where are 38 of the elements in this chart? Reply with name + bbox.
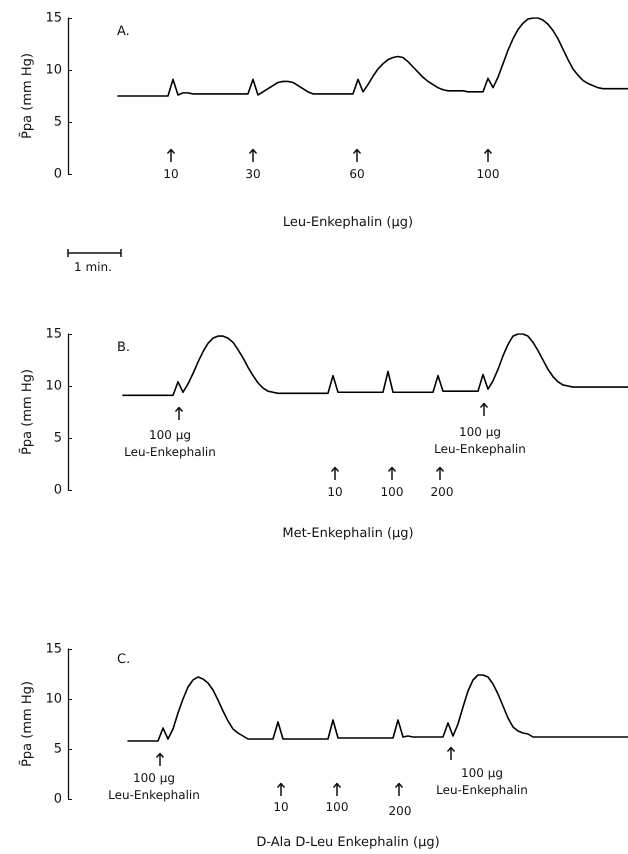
y-tick-label: 10 (45, 62, 62, 78)
x-axis-title: D-Ala D-Leu Enkephalin (µg) (256, 835, 440, 850)
y-tick-label: 5 (54, 742, 62, 756)
annotation: 100 (380, 484, 404, 501)
annotation: 100 µg Leu-Enkephalin (108, 770, 200, 804)
chart-title: C. (117, 652, 130, 667)
annotation: 100 µg Leu-Enkephalin (436, 765, 528, 799)
y-tick-label: 0 (54, 166, 62, 182)
y-axis-title: P̄pa (mm Hg) (18, 53, 35, 139)
annotation: 100 µg Leu-Enkephalin (124, 427, 216, 461)
annotation: 10 (327, 484, 343, 501)
text: 1 min. (74, 259, 112, 276)
x-axis-title: Met-Enkephalin (µg) (282, 526, 414, 541)
line-series (117, 17, 628, 97)
y-tick-label: 10 (45, 692, 62, 706)
chart-title: A. (117, 24, 130, 39)
y-tick-label: 15 (45, 642, 62, 656)
annotation: 100 µg Leu-Enkephalin (434, 424, 526, 458)
y-tick-label: 5 (54, 114, 62, 130)
y-tick-label: 15 (45, 10, 62, 26)
text: 200 (388, 803, 412, 820)
annotation: 30 (245, 166, 261, 183)
annotation: 10 (163, 166, 179, 183)
x-axis-title: Leu-Enkephalin (µg) (282, 215, 414, 230)
y-tick-label: 10 (45, 378, 62, 394)
text: 100 (326, 799, 348, 816)
y-axis-title: P̄pa (mm Hg) (18, 369, 35, 455)
text: 10 (273, 799, 289, 816)
y-tick-label: 15 (45, 326, 62, 342)
annotation: 60 (349, 166, 365, 183)
y-tick-label: 0 (54, 792, 62, 806)
line-series (127, 674, 628, 742)
annotation: 200 (430, 484, 454, 501)
y-axis-title: P̄pa (mm Hg) (18, 681, 35, 767)
annotation: 100 (476, 166, 500, 183)
y-tick-label: 5 (54, 430, 62, 446)
chart-title: B. (117, 340, 130, 355)
y-tick-label: 0 (54, 482, 62, 498)
